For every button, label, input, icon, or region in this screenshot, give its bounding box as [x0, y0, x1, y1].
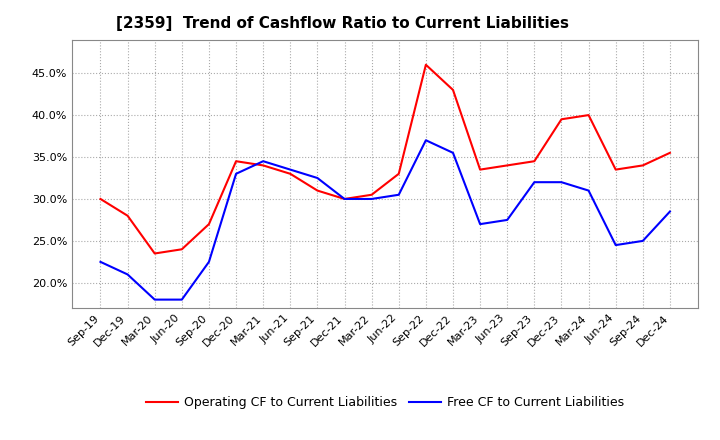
Free CF to Current Liabilities [395, 192, 403, 198]
Operating CF to Current Liabilities [449, 87, 457, 92]
Operating CF to Current Liabilities [421, 62, 430, 67]
Free CF to Current Liabilities [150, 297, 159, 302]
Operating CF to Current Liabilities [286, 171, 294, 176]
Operating CF to Current Liabilities [313, 188, 322, 193]
Operating CF to Current Liabilities [204, 221, 213, 227]
Operating CF to Current Liabilities [123, 213, 132, 218]
Operating CF to Current Liabilities [503, 163, 511, 168]
Free CF to Current Liabilities [530, 180, 539, 185]
Free CF to Current Liabilities [341, 196, 349, 202]
Free CF to Current Liabilities [232, 171, 240, 176]
Operating CF to Current Liabilities [96, 196, 105, 202]
Operating CF to Current Liabilities [150, 251, 159, 256]
Operating CF to Current Liabilities [395, 171, 403, 176]
Operating CF to Current Liabilities [611, 167, 620, 172]
Free CF to Current Liabilities [204, 259, 213, 264]
Operating CF to Current Liabilities [178, 247, 186, 252]
Free CF to Current Liabilities [259, 158, 268, 164]
Operating CF to Current Liabilities [232, 158, 240, 164]
Free CF to Current Liabilities [503, 217, 511, 223]
Free CF to Current Liabilities [286, 167, 294, 172]
Operating CF to Current Liabilities [557, 117, 566, 122]
Free CF to Current Liabilities [611, 242, 620, 248]
Free CF to Current Liabilities [449, 150, 457, 155]
Operating CF to Current Liabilities [639, 163, 647, 168]
Line: Operating CF to Current Liabilities: Operating CF to Current Liabilities [101, 65, 670, 253]
Legend: Operating CF to Current Liabilities, Free CF to Current Liabilities: Operating CF to Current Liabilities, Fre… [141, 392, 629, 414]
Operating CF to Current Liabilities [259, 163, 268, 168]
Free CF to Current Liabilities [665, 209, 674, 214]
Operating CF to Current Liabilities [341, 196, 349, 202]
Operating CF to Current Liabilities [584, 113, 593, 118]
Free CF to Current Liabilities [178, 297, 186, 302]
Text: [2359]  Trend of Cashflow Ratio to Current Liabilities: [2359] Trend of Cashflow Ratio to Curren… [116, 16, 569, 32]
Operating CF to Current Liabilities [476, 167, 485, 172]
Free CF to Current Liabilities [313, 176, 322, 181]
Line: Free CF to Current Liabilities: Free CF to Current Liabilities [101, 140, 670, 300]
Free CF to Current Liabilities [584, 188, 593, 193]
Free CF to Current Liabilities [557, 180, 566, 185]
Free CF to Current Liabilities [421, 138, 430, 143]
Free CF to Current Liabilities [367, 196, 376, 202]
Free CF to Current Liabilities [96, 259, 105, 264]
Free CF to Current Liabilities [123, 272, 132, 277]
Operating CF to Current Liabilities [530, 158, 539, 164]
Free CF to Current Liabilities [476, 221, 485, 227]
Operating CF to Current Liabilities [367, 192, 376, 198]
Operating CF to Current Liabilities [665, 150, 674, 155]
Free CF to Current Liabilities [639, 238, 647, 244]
